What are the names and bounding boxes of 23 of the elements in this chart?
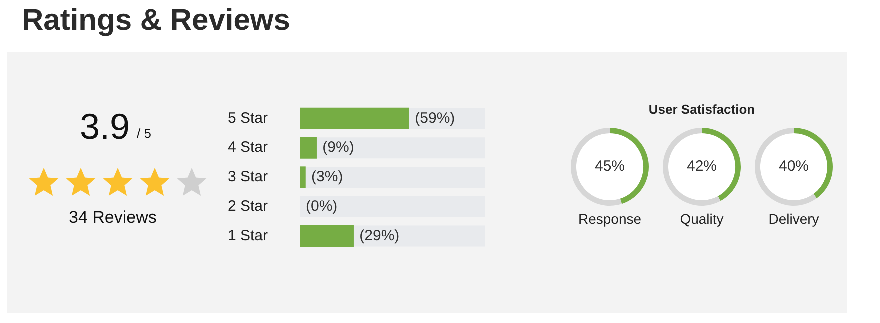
data-label: (3%) — [312, 168, 344, 186]
y-tick-label: 4 Star — [228, 139, 268, 156]
text: Quality — [680, 211, 724, 227]
y-tick-label: 1 Star — [228, 227, 268, 244]
text: Response — [578, 211, 642, 227]
data-label: 40% — [778, 158, 810, 176]
text: / 5 — [137, 126, 152, 141]
data-label: (59%) — [415, 110, 456, 127]
bar — [300, 166, 306, 188]
text: User Satisfaction — [648, 102, 756, 117]
data-label: (9%) — [322, 139, 354, 156]
y-tick-label: 2 Star — [228, 198, 268, 216]
text: 3.9 — [80, 106, 130, 148]
bar — [300, 137, 317, 159]
data-label: (0%) — [306, 198, 338, 216]
text: Delivery — [768, 211, 820, 227]
y-tick-label: 5 Star — [228, 110, 268, 127]
y-tick-label: 3 Star — [228, 168, 268, 186]
text: Ratings & Reviews — [22, 4, 290, 38]
data-label: (29%) — [360, 227, 400, 244]
text: 34 Reviews — [69, 208, 157, 228]
data-label: 42% — [686, 158, 718, 176]
data-label: 45% — [594, 158, 626, 176]
